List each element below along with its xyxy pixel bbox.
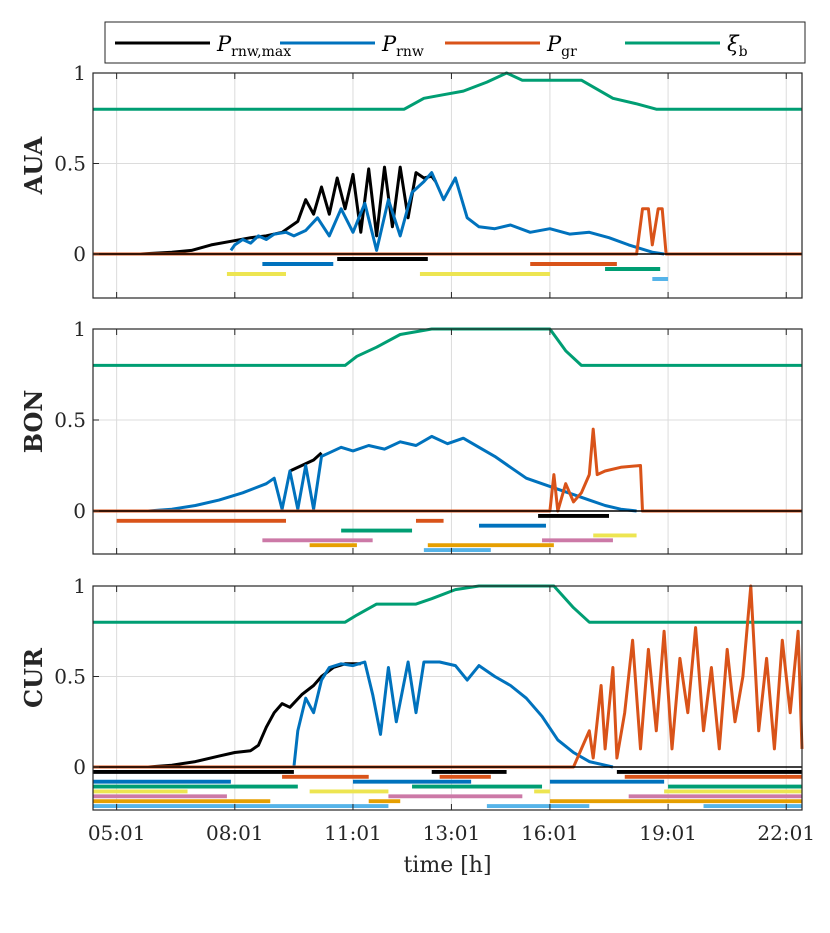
x-tick-label: 22:01: [757, 821, 815, 845]
panel-aua: 0 0.5 1 AUA: [19, 61, 803, 299]
y-tick-label: 0.5: [54, 152, 86, 176]
schedule-bar: [415, 518, 444, 523]
y-tick-label: 1: [73, 317, 86, 341]
axes-box: [92, 328, 803, 555]
schedule-bar: [262, 262, 334, 266]
schedule-bar: [439, 774, 491, 779]
y-tick-label: 0: [73, 499, 86, 523]
y-tick-label: 0: [73, 242, 86, 266]
schedule-bar: [534, 789, 550, 794]
x-tick-label: 08:01: [206, 821, 264, 845]
schedule-bar: [423, 548, 491, 552]
series-prnw_max: [140, 165, 437, 256]
schedule-bar: [538, 514, 609, 518]
schedule-bar: [341, 528, 413, 533]
schedule-bar: [309, 543, 357, 548]
axes-box: [92, 72, 803, 299]
schedule-bar: [605, 267, 661, 271]
panel-label: CUR: [19, 647, 48, 708]
schedule-bar: [93, 794, 227, 799]
schedule-bar: [419, 272, 550, 276]
schedule-bar: [309, 789, 389, 794]
schedule-bar: [226, 272, 287, 276]
legend-entry-prnw: Prnw: [280, 32, 424, 60]
x-axis: 05:01 08:01 11:01 13:01 16:01 19:01 22:01 time …: [88, 821, 815, 878]
schedule-bar: [93, 789, 188, 794]
schedule-bar: [479, 523, 546, 528]
schedule-bar: [388, 794, 523, 799]
schedule-bar: [542, 538, 613, 543]
legend-entry-xib: ξb: [625, 32, 748, 60]
schedule-bar: [427, 543, 554, 548]
schedule-bar: [486, 804, 590, 808]
schedule-bar: [93, 799, 271, 804]
schedule-bar: [703, 804, 802, 808]
legend-label-prnw: Prnw: [381, 32, 424, 60]
x-tick-label: 05:01: [88, 821, 146, 845]
x-tick-label: 13:01: [423, 821, 481, 845]
panel-label: AUA: [19, 136, 48, 195]
legend-entry-pgr: Pgr: [445, 32, 577, 60]
panel-cur: 0 0.5 1 CUR: [19, 574, 804, 811]
series-xib: [93, 327, 802, 367]
schedule-bar: [337, 257, 428, 261]
schedule-bar: [431, 770, 507, 774]
schedule-bar: [624, 774, 802, 779]
schedule-bar: [93, 770, 294, 774]
schedule-bar: [530, 262, 617, 266]
schedule-bar: [282, 774, 369, 779]
series-pgr: [93, 427, 802, 513]
schedule-bar: [93, 779, 231, 784]
schedule-bar: [93, 784, 298, 789]
y-tick-label: 0.5: [54, 665, 86, 689]
y-tick-label: 0: [73, 755, 86, 779]
legend-label-prnw_max: Prnw,max: [216, 32, 291, 60]
x-tick-label: 19:01: [639, 821, 697, 845]
y-tick-label: 1: [73, 61, 86, 85]
schedule-bar: [368, 799, 401, 804]
y-tick-label: 1: [73, 574, 86, 598]
legend: Prnw,max Prnw Pgr ξb: [104, 21, 806, 64]
panel-label: BON: [19, 390, 48, 454]
legend-label-xib: ξb: [727, 32, 748, 60]
series-pgr: [93, 207, 802, 256]
schedule-bar: [262, 538, 373, 543]
schedule-bar: [352, 779, 472, 784]
x-tick-label: 16:01: [521, 821, 579, 845]
schedule-bar: [116, 518, 287, 523]
schedule-bar: [616, 770, 802, 774]
legend-label-pgr: Pgr: [546, 32, 577, 60]
schedule-bar: [664, 789, 802, 794]
series-prnw: [229, 171, 665, 256]
schedule-bar: [412, 784, 543, 789]
legend-entry-prnw_max: Prnw,max: [115, 32, 291, 60]
panel-bon: 0 0.5 1 BON: [19, 317, 803, 555]
schedule-bar: [628, 794, 802, 799]
schedule-bar: [549, 779, 665, 784]
series-prnw_max: [289, 451, 323, 473]
series-pgr: [93, 584, 804, 769]
schedule-bar: [593, 533, 637, 538]
schedule-bar: [668, 784, 802, 789]
series-xib: [93, 584, 802, 624]
schedule-bar: [549, 799, 802, 804]
x-axis-label: time [h]: [403, 853, 491, 878]
schedule-bar: [652, 277, 669, 281]
y-tick-label: 0.5: [54, 408, 86, 432]
plot-area: [93, 73, 802, 298]
series-prnw: [147, 434, 637, 513]
axes-box: [92, 585, 803, 811]
schedule-bar: [93, 804, 389, 808]
x-tick-label: 11:01: [324, 821, 382, 845]
series-prnw: [292, 660, 614, 769]
